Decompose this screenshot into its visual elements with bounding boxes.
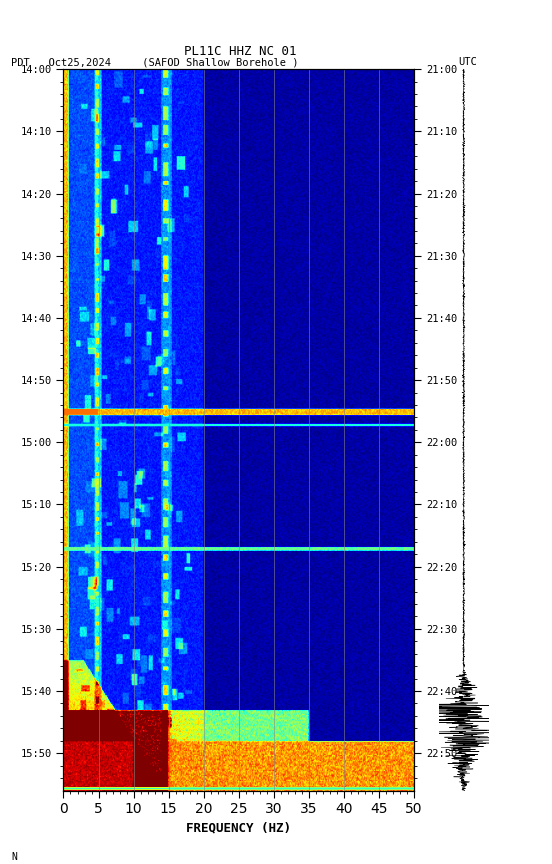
Text: PDT   Oct25,2024     (SAFOD Shallow Borehole ): PDT Oct25,2024 (SAFOD Shallow Borehole ) — [11, 57, 299, 67]
Text: UTC: UTC — [458, 57, 477, 67]
X-axis label: FREQUENCY (HZ): FREQUENCY (HZ) — [186, 822, 291, 835]
Text: N: N — [11, 852, 17, 861]
Text: PL11C HHZ NC 01: PL11C HHZ NC 01 — [184, 45, 296, 58]
